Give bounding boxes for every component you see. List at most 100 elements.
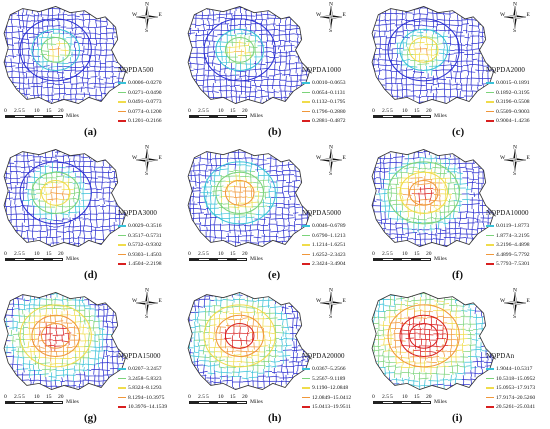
legend-class-label: 0.0006–0.0270 <box>128 80 162 86</box>
legend-title: NQPDA10000 <box>486 209 529 217</box>
legend-swatch <box>118 368 126 370</box>
compass-e: E <box>343 155 347 161</box>
panel-label: (a) <box>84 126 97 138</box>
legend-swatch <box>118 110 126 113</box>
road-network-map <box>3 292 127 391</box>
scale-label: 15 <box>414 251 420 257</box>
legend-swatch <box>486 110 494 113</box>
scale-label: 10 <box>34 108 40 114</box>
scale-bar <box>5 115 63 118</box>
legend-swatch <box>302 406 310 408</box>
legend-swatch <box>302 82 310 84</box>
scale-bar <box>189 258 247 261</box>
legend-class-label: 10.3976–14.1539 <box>128 404 168 410</box>
legend-swatch <box>302 253 310 256</box>
scale-label: 0 <box>188 251 191 257</box>
legend-class-label: 0.9303–1.4503 <box>128 251 162 258</box>
compass-e: E <box>527 155 531 161</box>
scale-unit: Miles <box>250 399 263 405</box>
compass-e: E <box>527 298 531 304</box>
legend-swatch <box>486 82 494 84</box>
scale-label: 10 <box>402 394 408 400</box>
compass-s: S <box>145 314 148 318</box>
road-network-map <box>187 292 311 391</box>
scale-bar <box>373 115 431 118</box>
legend-swatch <box>302 244 310 246</box>
legend-swatch <box>302 110 310 113</box>
legend-swatch <box>302 377 310 380</box>
scale-label: 10 <box>34 251 40 257</box>
legend-title: NQPDA1000 <box>302 66 342 74</box>
scale-label: 2.5 <box>198 108 205 114</box>
north-arrow-icon: N S E W <box>132 2 162 32</box>
scale-label: 15 <box>46 251 52 257</box>
road-network-map <box>371 149 495 248</box>
legend-class-label: 0.0774–0.1200 <box>128 108 162 115</box>
legend-title: NQPDA500 <box>118 66 154 74</box>
compass-s: S <box>513 28 516 32</box>
legend-swatch <box>118 101 126 103</box>
compass-s: S <box>145 28 148 32</box>
scale-label: 0 <box>4 251 7 257</box>
legend-swatch <box>486 234 494 237</box>
legend-title: NQPDA20000 <box>302 352 345 360</box>
legend-class-label: 17.9174–20.5260 <box>496 394 536 401</box>
scale-label: 10 <box>402 108 408 114</box>
scale-label: 20 <box>58 251 64 257</box>
compass-s: S <box>513 171 516 175</box>
legend-swatch <box>118 396 126 399</box>
compass-e: E <box>527 12 531 18</box>
legend-class-label: 3.2196–4.4898 <box>496 242 530 248</box>
map-panel-i: N S E W NQPDAn 1.9044–10.5317 10.5318–15.0952 1… <box>368 286 549 429</box>
legend-class-label: 0.1796–0.2880 <box>312 108 346 115</box>
legend-class-label: 0.0029–0.3516 <box>128 223 162 229</box>
scale-bar <box>5 258 63 261</box>
legend-swatch <box>302 396 310 399</box>
legend-class-label: 4.4899–5.7792 <box>496 251 530 258</box>
map-panel-g: N S E W NQPDA15000 0.0207–3.2457 3.2458–5.8323… <box>0 286 181 429</box>
compass-n: N <box>329 145 333 151</box>
road-network-map <box>3 6 127 105</box>
compass-e: E <box>343 12 347 18</box>
scale-bar <box>189 401 247 404</box>
legend-swatch <box>486 396 494 399</box>
map-panel-f: N S E W NQPDA10000 0.0119–1.8773 1.8774–3.2195… <box>368 143 549 286</box>
panel-label: (d) <box>84 269 98 281</box>
compass-s: S <box>145 171 148 175</box>
legend-swatch <box>118 263 126 265</box>
legend-class-label: 0.0046–0.6789 <box>312 223 346 229</box>
scale-unit: Miles <box>250 256 263 262</box>
road-network-map <box>187 149 311 248</box>
scale-label: 15 <box>414 108 420 114</box>
legend-class-label: 5.8324–8.1293 <box>128 385 162 391</box>
legend-class-label: 20.5261–25.0341 <box>496 404 536 410</box>
legend-class-label: 0.0010–0.0653 <box>312 80 346 86</box>
scale-label: 5 <box>22 394 25 400</box>
legend-class-label: 1.9044–10.5317 <box>496 366 533 372</box>
legend-title: NQPDA3000 <box>118 209 158 217</box>
scale-label: 10 <box>402 251 408 257</box>
legend-swatch <box>486 225 494 227</box>
legend-class-label: 0.0271–0.0490 <box>128 89 162 96</box>
compass-s: S <box>329 314 332 318</box>
legend-class-label: 10.5318–15.0952 <box>496 375 536 382</box>
legend-class-label: 15.0413–19.9511 <box>312 404 351 410</box>
scale-label: 2.5 <box>14 394 21 400</box>
scale-label: 10 <box>34 394 40 400</box>
scale-unit: Miles <box>66 113 79 119</box>
north-arrow-icon: N S E W <box>316 145 346 175</box>
legend-swatch <box>486 101 494 103</box>
scale-label: 15 <box>46 108 52 114</box>
legend-class-label: 0.3517–0.5731 <box>128 232 162 239</box>
legend-swatch <box>486 120 494 122</box>
scale-label: 5 <box>206 108 209 114</box>
map-panel-d: N S E W NQPDA3000 0.0029–0.3516 0.3517–0.5731 0… <box>0 143 181 286</box>
scale-label: 15 <box>414 394 420 400</box>
compass-e: E <box>159 298 163 304</box>
scale-label: 5 <box>390 108 393 114</box>
compass-w: W <box>132 12 138 18</box>
scale-unit: Miles <box>250 113 263 119</box>
compass-n: N <box>513 145 517 151</box>
legend-class-label: 5.7793–7.5301 <box>496 261 530 267</box>
scale-label: 20 <box>426 394 432 400</box>
